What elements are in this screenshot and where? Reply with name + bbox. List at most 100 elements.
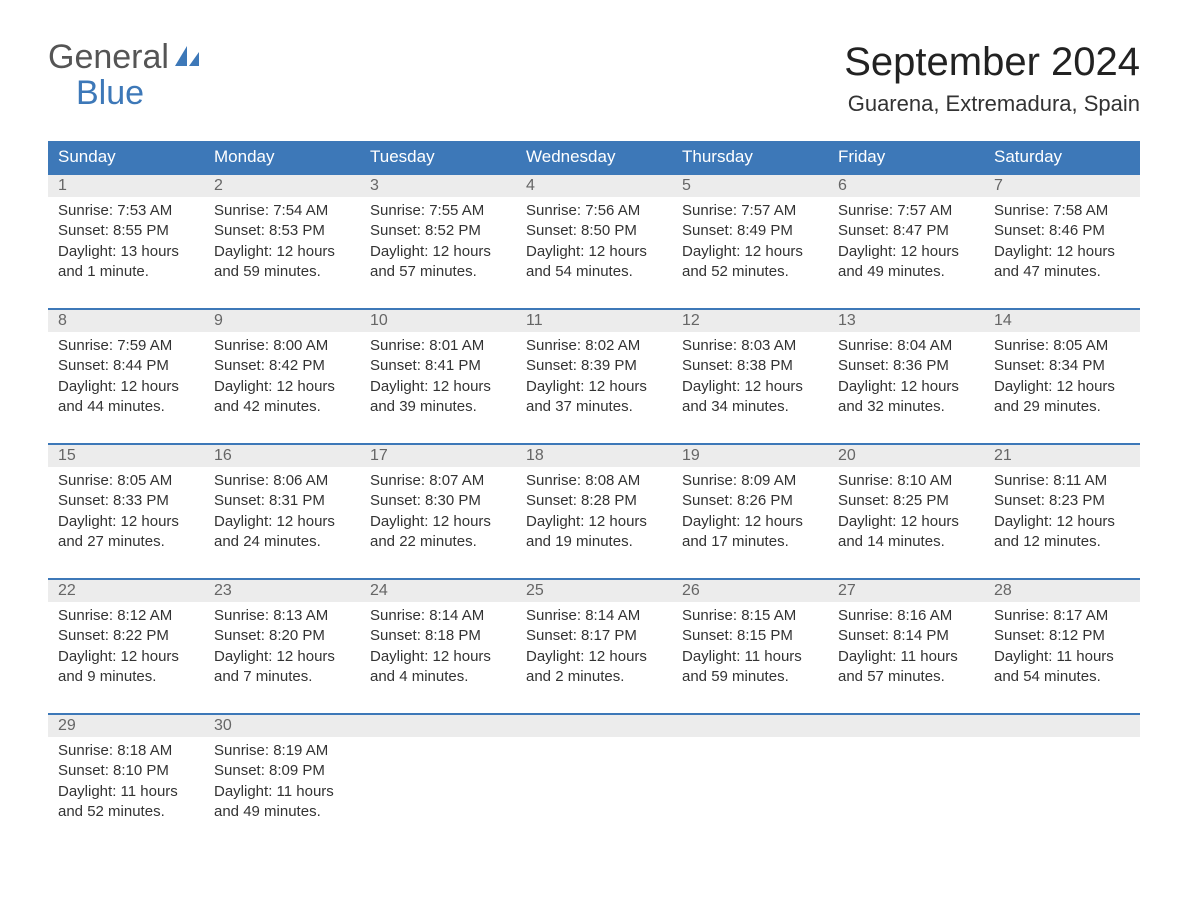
day-daylight2: and 22 minutes. xyxy=(370,532,506,552)
day-sunrise: Sunrise: 8:17 AM xyxy=(994,606,1130,626)
day-cell: 17Sunrise: 8:07 AMSunset: 8:30 PMDayligh… xyxy=(360,445,516,564)
day-daylight1: Daylight: 12 hours xyxy=(994,512,1130,532)
day-daylight1: Daylight: 11 hours xyxy=(214,782,350,802)
day-daylight1: Daylight: 11 hours xyxy=(994,647,1130,667)
day-sunset: Sunset: 8:25 PM xyxy=(838,491,974,511)
day-cell: 7Sunrise: 7:58 AMSunset: 8:46 PMDaylight… xyxy=(984,175,1140,294)
dow-cell: Tuesday xyxy=(360,141,516,173)
day-daylight1: Daylight: 12 hours xyxy=(214,377,350,397)
day-sunrise: Sunrise: 8:14 AM xyxy=(526,606,662,626)
day-sunrise: Sunrise: 8:11 AM xyxy=(994,471,1130,491)
day-number: 27 xyxy=(828,580,984,602)
day-sunset: Sunset: 8:52 PM xyxy=(370,221,506,241)
day-sunset: Sunset: 8:17 PM xyxy=(526,626,662,646)
day-daylight2: and 19 minutes. xyxy=(526,532,662,552)
day-cell: 21Sunrise: 8:11 AMSunset: 8:23 PMDayligh… xyxy=(984,445,1140,564)
day-number: 2 xyxy=(204,175,360,197)
day-number: 5 xyxy=(672,175,828,197)
day-sunrise: Sunrise: 7:56 AM xyxy=(526,201,662,221)
day-sunset: Sunset: 8:26 PM xyxy=(682,491,818,511)
day-sunrise: Sunrise: 8:05 AM xyxy=(994,336,1130,356)
day-sunset: Sunset: 8:18 PM xyxy=(370,626,506,646)
day-cell: 20Sunrise: 8:10 AMSunset: 8:25 PMDayligh… xyxy=(828,445,984,564)
day-sunset: Sunset: 8:42 PM xyxy=(214,356,350,376)
day-sunrise: Sunrise: 8:07 AM xyxy=(370,471,506,491)
day-daylight2: and 47 minutes. xyxy=(994,262,1130,282)
day-daylight2: and 32 minutes. xyxy=(838,397,974,417)
location: Guarena, Extremadura, Spain xyxy=(844,91,1140,117)
day-cell: 23Sunrise: 8:13 AMSunset: 8:20 PMDayligh… xyxy=(204,580,360,699)
week-row: 15Sunrise: 8:05 AMSunset: 8:33 PMDayligh… xyxy=(48,443,1140,564)
day-cell xyxy=(672,715,828,834)
day-cell: 11Sunrise: 8:02 AMSunset: 8:39 PMDayligh… xyxy=(516,310,672,429)
day-number xyxy=(828,715,984,737)
day-cell: 25 Sunrise: 8:14 AMSunset: 8:17 PMDayligh… xyxy=(516,580,672,699)
day-sunset: Sunset: 8:41 PM xyxy=(370,356,506,376)
day-cell: 24Sunrise: 8:14 AMSunset: 8:18 PMDayligh… xyxy=(360,580,516,699)
day-sunset: Sunset: 8:46 PM xyxy=(994,221,1130,241)
day-daylight1: Daylight: 12 hours xyxy=(526,647,662,667)
day-daylight2: and 52 minutes. xyxy=(58,802,194,822)
day-daylight1: Daylight: 12 hours xyxy=(682,377,818,397)
dow-cell: Thursday xyxy=(672,141,828,173)
day-number: 24 xyxy=(360,580,516,602)
day-daylight2: and 52 minutes. xyxy=(682,262,818,282)
day-daylight1: Daylight: 12 hours xyxy=(526,377,662,397)
day-daylight1: Daylight: 12 hours xyxy=(526,242,662,262)
day-daylight2: and 7 minutes. xyxy=(214,667,350,687)
day-cell: 28Sunrise: 8:17 AMSunset: 8:12 PMDayligh… xyxy=(984,580,1140,699)
day-sunset: Sunset: 8:34 PM xyxy=(994,356,1130,376)
day-cell xyxy=(516,715,672,834)
day-sunset: Sunset: 8:39 PM xyxy=(526,356,662,376)
week-row: 22Sunrise: 8:12 AMSunset: 8:22 PMDayligh… xyxy=(48,578,1140,699)
day-sunrise: Sunrise: 8:18 AM xyxy=(58,741,194,761)
day-cell: 30 Sunrise: 8:19 AMSunset: 8:09 PMDayligh… xyxy=(204,715,360,834)
day-daylight1: Daylight: 11 hours xyxy=(58,782,194,802)
day-sunrise: Sunrise: 8:19 AM xyxy=(214,741,350,761)
day-number: 20 xyxy=(828,445,984,467)
day-daylight1: Daylight: 12 hours xyxy=(994,242,1130,262)
day-number xyxy=(672,715,828,737)
day-number: 16 xyxy=(204,445,360,467)
day-daylight1: Daylight: 12 hours xyxy=(370,647,506,667)
day-daylight2: and 59 minutes. xyxy=(682,667,818,687)
day-daylight2: and 39 minutes. xyxy=(370,397,506,417)
day-number: 6 xyxy=(828,175,984,197)
dow-cell: Wednesday xyxy=(516,141,672,173)
day-daylight1: Daylight: 12 hours xyxy=(526,512,662,532)
day-sunset: Sunset: 8:47 PM xyxy=(838,221,974,241)
day-sunset: Sunset: 8:14 PM xyxy=(838,626,974,646)
day-number: 25 xyxy=(516,580,672,602)
day-cell: 6Sunrise: 7:57 AMSunset: 8:47 PMDaylight… xyxy=(828,175,984,294)
day-sunset: Sunset: 8:28 PM xyxy=(526,491,662,511)
day-number: 29 xyxy=(48,715,204,737)
day-number: 10 xyxy=(360,310,516,332)
day-number: 30 xyxy=(204,715,360,737)
day-number: 13 xyxy=(828,310,984,332)
day-cell xyxy=(984,715,1140,834)
day-sunset: Sunset: 8:31 PM xyxy=(214,491,350,511)
day-sunset: Sunset: 8:44 PM xyxy=(58,356,194,376)
day-cell: 4Sunrise: 7:56 AMSunset: 8:50 PMDaylight… xyxy=(516,175,672,294)
day-number: 1 xyxy=(48,175,204,197)
day-daylight1: Daylight: 12 hours xyxy=(682,242,818,262)
day-sunrise: Sunrise: 8:15 AM xyxy=(682,606,818,626)
day-cell: 14Sunrise: 8:05 AMSunset: 8:34 PMDayligh… xyxy=(984,310,1140,429)
day-daylight2: and 9 minutes. xyxy=(58,667,194,687)
day-daylight2: and 27 minutes. xyxy=(58,532,194,552)
logo-word-general: General xyxy=(48,40,169,76)
day-sunset: Sunset: 8:09 PM xyxy=(214,761,350,781)
day-sunrise: Sunrise: 7:57 AM xyxy=(682,201,818,221)
day-sunrise: Sunrise: 7:59 AM xyxy=(58,336,194,356)
day-daylight2: and 34 minutes. xyxy=(682,397,818,417)
day-daylight1: Daylight: 12 hours xyxy=(838,377,974,397)
day-sunrise: Sunrise: 7:53 AM xyxy=(58,201,194,221)
day-daylight2: and 44 minutes. xyxy=(58,397,194,417)
day-daylight2: and 54 minutes. xyxy=(994,667,1130,687)
day-daylight1: Daylight: 12 hours xyxy=(994,377,1130,397)
calendar: SundayMondayTuesdayWednesdayThursdayFrid… xyxy=(48,141,1140,834)
day-cell: 26Sunrise: 8:15 AMSunset: 8:15 PMDayligh… xyxy=(672,580,828,699)
day-number: 15 xyxy=(48,445,204,467)
dow-row: SundayMondayTuesdayWednesdayThursdayFrid… xyxy=(48,141,1140,173)
day-sunset: Sunset: 8:30 PM xyxy=(370,491,506,511)
